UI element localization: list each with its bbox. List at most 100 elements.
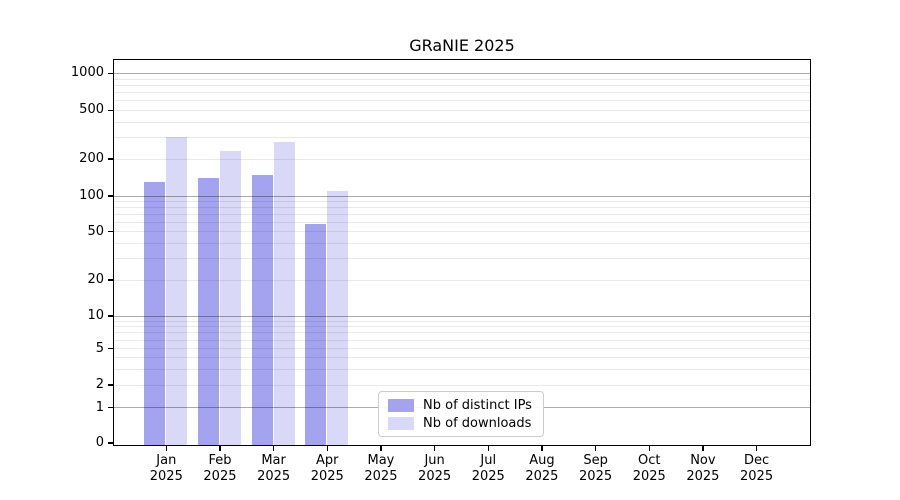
minor-gridline xyxy=(114,78,810,80)
x-tick-month: Jun xyxy=(424,453,445,468)
x-tick-mark xyxy=(541,446,543,451)
y-tick-label: 1 xyxy=(95,399,104,415)
y-tick-mark xyxy=(108,72,113,74)
x-tick-label-jun: Jun 2025 xyxy=(403,453,467,485)
x-tick-mark xyxy=(755,446,758,451)
x-tick-mark xyxy=(272,446,275,451)
x-tick-month: Nov xyxy=(690,453,716,468)
major-gridline xyxy=(114,195,810,197)
x-tick-year: 2025 xyxy=(579,469,613,484)
minor-gridline xyxy=(114,158,810,160)
y-tick-label: 0 xyxy=(95,435,104,450)
x-tick-label-dec: Dec 2025 xyxy=(725,453,789,485)
x-tick-year: 2025 xyxy=(257,469,291,484)
x-tick-mark xyxy=(648,446,650,451)
bar-downloads-jan xyxy=(166,136,188,445)
y-tick-label: 50 xyxy=(87,223,104,239)
y-tick-mark xyxy=(108,348,113,350)
major-gridline xyxy=(114,72,810,74)
x-tick-year: 2025 xyxy=(364,469,398,484)
minor-gridline xyxy=(114,201,810,203)
minor-gridline xyxy=(114,231,810,233)
minor-gridline xyxy=(114,207,810,209)
minor-gridline xyxy=(114,100,810,102)
y-tick-mark xyxy=(108,231,113,233)
x-tick-mark xyxy=(594,446,597,451)
legend-swatch-downloads xyxy=(388,416,414,430)
x-tick-year: 2025 xyxy=(310,469,344,484)
bar-distinct-ips-feb xyxy=(198,178,220,445)
major-gridline xyxy=(114,315,810,317)
x-tick-year: 2025 xyxy=(203,469,237,484)
bar-distinct-ips-jan xyxy=(144,182,166,445)
y-tick-mark xyxy=(108,158,113,160)
minor-gridline xyxy=(114,221,810,223)
y-tick-label: 1000 xyxy=(70,65,104,81)
y-tick-mark xyxy=(108,315,113,317)
x-tick-year: 2025 xyxy=(525,469,559,484)
minor-gridline xyxy=(114,258,810,260)
x-tick-month: Jul xyxy=(480,453,497,468)
x-tick-month: Apr xyxy=(316,453,339,468)
minor-gridline xyxy=(114,84,810,86)
x-tick-year: 2025 xyxy=(149,469,183,484)
x-tick-label-jul: Jul 2025 xyxy=(456,453,520,485)
x-tick-mark xyxy=(165,446,167,451)
legend-swatch-distinct-ips xyxy=(388,398,414,412)
x-tick-mark xyxy=(702,446,704,451)
y-tick-label: 100 xyxy=(79,188,104,203)
x-tick-label-nov: Nov 2025 xyxy=(671,453,735,485)
minor-gridline xyxy=(114,348,810,350)
legend-label-downloads: Nb of downloads xyxy=(423,415,532,431)
x-tick-mark xyxy=(219,446,221,451)
bar-distinct-ips-mar xyxy=(251,175,273,445)
y-tick-label: 200 xyxy=(79,151,104,166)
y-tick-label: 10 xyxy=(87,308,104,323)
y-tick-mark xyxy=(108,407,113,409)
minor-gridline xyxy=(114,332,810,334)
x-tick-year: 2025 xyxy=(471,469,505,484)
x-tick-mark xyxy=(433,446,436,451)
y-tick-mark xyxy=(108,442,113,444)
minor-gridline xyxy=(114,339,810,341)
minor-gridline xyxy=(114,91,810,93)
y-tick-label: 20 xyxy=(87,272,104,287)
x-tick-label-sep: Sep 2025 xyxy=(564,453,628,485)
x-tick-label-mar: Mar 2025 xyxy=(242,453,306,485)
bar-downloads-feb xyxy=(220,150,242,445)
minor-gridline xyxy=(114,326,810,328)
x-tick-month: Dec xyxy=(743,453,770,468)
legend-item-distinct-ips: Nb of distinct IPs xyxy=(388,398,543,413)
x-tick-label-aug: Aug 2025 xyxy=(510,453,574,485)
x-tick-label-oct: Oct 2025 xyxy=(617,453,681,485)
x-tick-month: May xyxy=(367,453,395,468)
x-tick-mark xyxy=(487,446,489,451)
y-tick-label: 5 xyxy=(95,340,104,356)
legend-label-distinct-ips: Nb of distinct IPs xyxy=(423,397,532,413)
x-tick-year: 2025 xyxy=(686,469,720,484)
minor-gridline xyxy=(114,368,810,370)
minor-gridline xyxy=(114,384,810,386)
y-tick-label: 500 xyxy=(79,102,104,118)
x-tick-month: Mar xyxy=(261,453,286,468)
y-tick-label: 2 xyxy=(95,377,104,392)
y-tick-mark xyxy=(108,109,113,111)
minor-gridline xyxy=(114,137,810,139)
x-tick-month: Sep xyxy=(583,453,608,468)
minor-gridline xyxy=(114,243,810,245)
x-tick-label-apr: Apr 2025 xyxy=(295,453,359,485)
x-tick-month: Jan xyxy=(156,453,177,468)
minor-gridline xyxy=(114,121,810,123)
x-tick-label-jan: Jan 2025 xyxy=(134,453,198,485)
bar-downloads-apr xyxy=(327,190,349,445)
chart-title: GRaNIE 2025 xyxy=(409,36,515,55)
x-tick-month: Oct xyxy=(637,453,661,468)
bar-distinct-ips-apr xyxy=(305,224,327,445)
x-tick-mark xyxy=(326,446,328,451)
plot-area xyxy=(113,59,811,446)
x-tick-month: Feb xyxy=(208,453,232,468)
legend-item-downloads: Nb of downloads xyxy=(388,416,543,431)
x-tick-month: Aug xyxy=(529,453,555,468)
x-tick-year: 2025 xyxy=(740,469,774,484)
